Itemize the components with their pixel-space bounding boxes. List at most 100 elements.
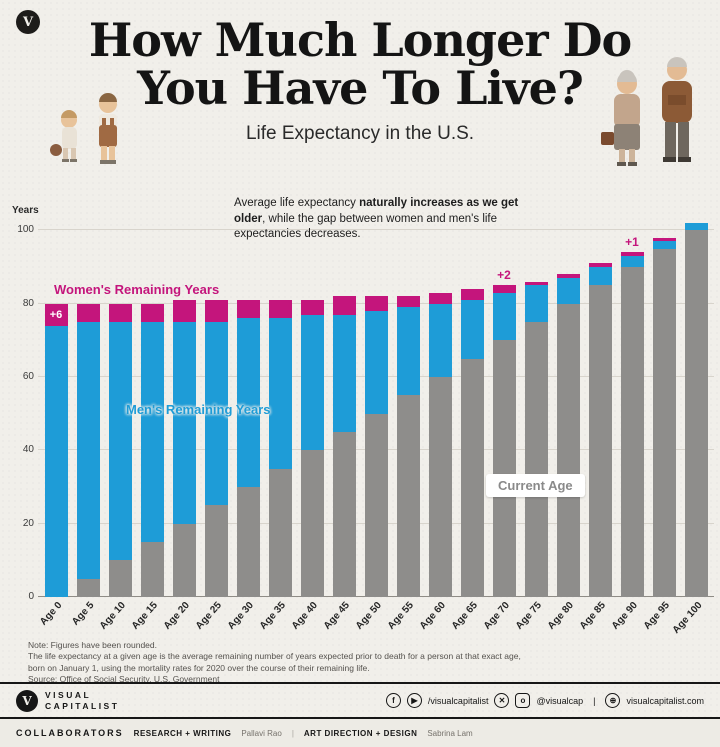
segment-men-age-10 bbox=[108, 322, 132, 561]
y-tick-label-40: 40 bbox=[22, 444, 34, 456]
visual-capitalist-logo-icon: V bbox=[16, 689, 38, 712]
segment-women-age-80 bbox=[556, 274, 580, 278]
x-axis-label-age-20: Age 20 bbox=[162, 600, 193, 632]
stacked-bar-age-90[interactable] bbox=[620, 252, 644, 597]
bar-column-age-75: Age 75 bbox=[514, 212, 552, 632]
instagram-handle-text[interactable]: @visualcap bbox=[536, 695, 584, 706]
segment-men-age-70 bbox=[492, 292, 516, 341]
y-tick-label-0: 0 bbox=[28, 591, 34, 602]
x-twitter-icon[interactable]: ✕ bbox=[494, 693, 510, 708]
x-axis-label-age-70: Age 70 bbox=[482, 600, 513, 632]
youtube-icon[interactable]: ▶ bbox=[406, 693, 422, 708]
segment-men-age-100 bbox=[684, 222, 708, 231]
segment-men-age-0 bbox=[44, 325, 68, 597]
bar-column-age-50: Age 50 bbox=[354, 212, 392, 632]
research-writing-label: RESEARCH + WRITING bbox=[133, 728, 232, 738]
segment-men-age-25 bbox=[204, 321, 228, 506]
segment-men-age-85 bbox=[588, 266, 612, 286]
segment-current-age-age-100 bbox=[684, 230, 708, 597]
annotation-label-age-70: +2 bbox=[497, 268, 511, 283]
segment-women-age-20 bbox=[172, 300, 196, 322]
segment-women-age-65 bbox=[460, 288, 484, 300]
y-tick-label-60: 60 bbox=[22, 370, 34, 382]
y-tick-label-100: 100 bbox=[17, 224, 34, 236]
y-tick-label-80: 80 bbox=[22, 297, 34, 309]
collaborators-separator: | bbox=[291, 728, 294, 738]
stacked-bar-age-5[interactable] bbox=[76, 303, 100, 597]
stacked-bar-age-60[interactable] bbox=[428, 292, 452, 597]
bars-container: +6 Age 0 Age 5 Age 10 Age 15 Age 20 Age 25 Age … bbox=[38, 212, 714, 636]
note-line-2: The life expectancy at a given age is th… bbox=[28, 651, 521, 673]
segment-women-age-50 bbox=[364, 296, 388, 311]
segment-men-age-5 bbox=[76, 321, 100, 579]
x-axis-label-age-65: Age 65 bbox=[450, 600, 481, 632]
segment-men-age-35 bbox=[268, 318, 292, 469]
stacked-bar-age-35[interactable] bbox=[268, 299, 292, 597]
life-expectancy-chart: Years 0 20 40 60 80 100 +6 Age 0 Age 5 Age 10 Age… bbox=[8, 197, 714, 636]
x-axis-label-age-10: Age 10 bbox=[98, 600, 129, 632]
stacked-bar-age-65[interactable] bbox=[460, 288, 484, 597]
bar-column-age-40: Age 40 bbox=[290, 212, 328, 632]
stacked-bar-age-45[interactable] bbox=[332, 296, 356, 597]
stacked-bar-age-70[interactable] bbox=[492, 285, 516, 597]
y-axis-title: Years bbox=[12, 205, 39, 216]
x-axis-label-age-30: Age 30 bbox=[226, 600, 257, 632]
x-axis-label-age-35: Age 35 bbox=[258, 600, 289, 632]
stacked-bar-age-10[interactable] bbox=[108, 303, 132, 597]
art-direction-name: Sabrina Lam bbox=[427, 728, 473, 738]
source-line: Source: Office of Social Security, U.S. … bbox=[28, 674, 220, 685]
bar-column-age-70: +2 Age 70 bbox=[482, 212, 520, 632]
social-handle-text[interactable]: /visualcapitalist bbox=[427, 695, 489, 706]
x-axis-label-age-85: Age 85 bbox=[578, 600, 609, 632]
x-axis-label-age-60: Age 60 bbox=[418, 600, 449, 632]
bar-column-age-100: Age 100 bbox=[670, 212, 712, 636]
children-figurines-image bbox=[50, 93, 117, 164]
stacked-bar-age-80[interactable] bbox=[556, 274, 580, 597]
stacked-bar-age-75[interactable] bbox=[524, 281, 548, 597]
stacked-bar-age-30[interactable] bbox=[236, 300, 260, 597]
stacked-bar-age-0[interactable]: +6 bbox=[44, 303, 68, 597]
stacked-bar-age-85[interactable] bbox=[588, 263, 612, 597]
x-axis-label-age-25: Age 25 bbox=[194, 600, 225, 632]
logo-text-line-2: CAPITALIST bbox=[45, 700, 120, 711]
segment-men-age-40 bbox=[300, 314, 324, 451]
stacked-bar-age-20[interactable] bbox=[172, 300, 196, 597]
segment-women-age-40 bbox=[300, 300, 324, 315]
bar-column-age-30: Age 30 bbox=[226, 212, 264, 632]
segment-current-age-age-30 bbox=[236, 487, 260, 597]
segment-current-age-age-55 bbox=[396, 395, 420, 597]
chart-annotation-text: Average life expectancy naturally increa… bbox=[234, 196, 526, 243]
x-axis-label-age-0: Age 0 bbox=[37, 600, 65, 628]
segment-women-age-35 bbox=[268, 299, 292, 319]
segment-men-age-15 bbox=[140, 321, 164, 542]
x-axis-label-age-75: Age 75 bbox=[514, 600, 545, 632]
segment-current-age-age-65 bbox=[460, 358, 484, 597]
facebook-icon[interactable]: f bbox=[385, 693, 401, 708]
segment-current-age-age-80 bbox=[556, 303, 580, 597]
visual-capitalist-logo[interactable]: V VISUAL CAPITALIST bbox=[16, 689, 120, 712]
stacked-bar-age-15[interactable] bbox=[140, 303, 164, 597]
bar-column-age-10: Age 10 bbox=[98, 212, 136, 632]
instagram-icon[interactable]: o bbox=[515, 693, 531, 708]
segment-men-age-45 bbox=[332, 314, 356, 432]
visual-capitalist-corner-logo-icon: V bbox=[16, 10, 40, 34]
segment-current-age-age-25 bbox=[204, 505, 228, 597]
stacked-bar-age-55[interactable] bbox=[396, 296, 420, 597]
header: How Much Longer Do You Have To Live? Lif… bbox=[0, 16, 720, 145]
stacked-bar-age-25[interactable] bbox=[204, 299, 228, 597]
research-writing-name: Pallavi Rao bbox=[241, 728, 282, 738]
art-direction-label: ART DIRECTION + DESIGN bbox=[303, 728, 418, 738]
segment-current-age-age-95 bbox=[652, 248, 676, 597]
stacked-bar-age-50[interactable] bbox=[364, 296, 388, 597]
stacked-bar-age-40[interactable] bbox=[300, 300, 324, 597]
annotation-post: , while the gap between women and men's … bbox=[234, 212, 498, 241]
page-title-line-2: You Have To Live? bbox=[137, 61, 584, 116]
bar-column-age-65: Age 65 bbox=[450, 212, 488, 632]
stacked-bar-age-100[interactable] bbox=[684, 222, 708, 597]
note-line-1: Note: Figures have been rounded. bbox=[28, 640, 158, 650]
segment-women-age-60 bbox=[428, 292, 452, 304]
stacked-bar-age-95[interactable] bbox=[652, 237, 676, 597]
website-link[interactable]: visualcapitalist.com bbox=[626, 695, 704, 706]
segment-current-age-age-45 bbox=[332, 432, 356, 597]
segment-current-age-age-20 bbox=[172, 523, 196, 597]
